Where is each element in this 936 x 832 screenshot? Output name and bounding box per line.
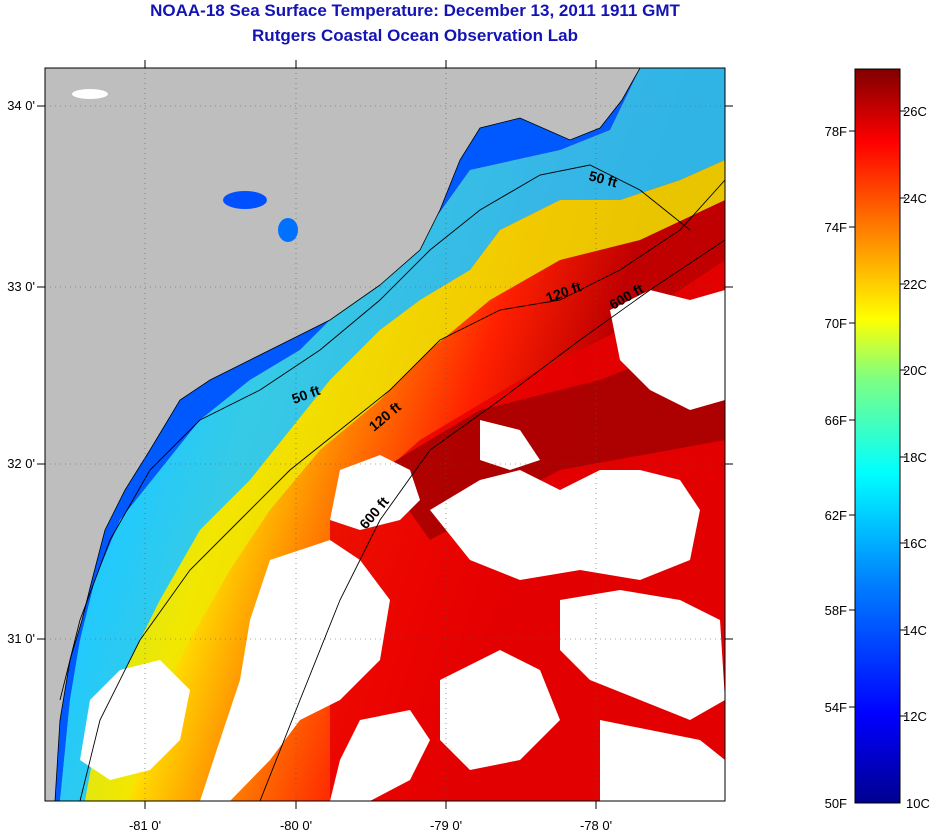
colorbar [854,68,901,804]
inland-lake-moultrie [278,218,298,242]
colorbar-c-label: 26C [903,104,927,119]
colorbar-c-label: 10C [906,796,930,811]
colorbar-f-label: 54F [825,700,847,715]
lat-tick-label: 33 0' [7,279,35,294]
colorbar-c-label: 22C [903,277,927,292]
colorbar-f-label: 70F [825,316,847,331]
colorbar-c-label: 20C [903,363,927,378]
colorbar-c-label: 18C [903,450,927,465]
mid-shelf-water [85,160,725,801]
map-title: NOAA-18 Sea Surface Temperature: Decembe… [150,1,680,20]
colorbar-f-label: 74F [825,220,847,235]
colorbar-c-label: 14C [903,623,927,638]
axis-ticks [37,60,733,809]
colorbar-f-label: 78F [825,124,847,139]
cloud-cover [80,290,725,801]
colorbar-f-label: 62F [825,508,847,523]
map-area [45,68,725,801]
lon-tick-label: -80 0' [280,818,312,832]
contour-600ft [259,239,725,801]
inland-cloud-patch [72,89,108,99]
colorbar-ticks [849,110,906,717]
contour-label-50ft-north: 50 ft [587,167,619,190]
contour-120ft [79,179,725,801]
colorbar-c-label: 24C [903,191,927,206]
lon-tick-label: -78 0' [580,818,612,832]
colorbar-f-label: 58F [825,603,847,618]
lat-tick-label: 31 0' [7,631,35,646]
colorbar-f-label: 66F [825,413,847,428]
lat-tick-label: 32 0' [7,456,35,471]
lat-tick-label: 34 0' [7,98,35,113]
lon-tick-label: -79 0' [430,818,462,832]
map-frame [44,67,726,802]
gulf-stream-core [380,330,725,540]
contour-50ft [59,164,691,701]
inland-lake-marion [223,191,267,209]
cool-shelf-water [60,68,725,801]
lon-tick-label: -81 0' [129,818,161,832]
colorbar-c-label: 16C [903,536,927,551]
map-grid [45,68,725,801]
colorbar-c-label: 12C [903,709,927,724]
map-subtitle: Rutgers Coastal Ocean Observation Lab [252,26,578,45]
colorbar-f-label: 50F [825,796,847,811]
